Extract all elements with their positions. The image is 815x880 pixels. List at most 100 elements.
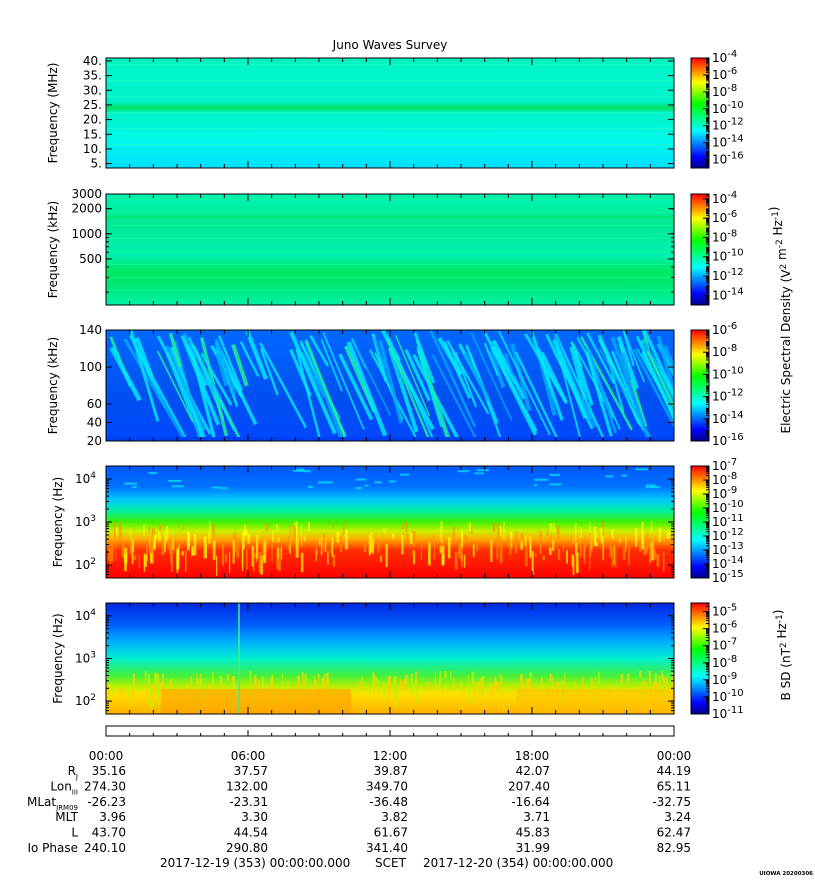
time-tick-label: 00:00 (657, 749, 692, 763)
spectrogram-image (106, 58, 674, 168)
y-axis-label: Frequency (Hz) (51, 613, 65, 704)
y-tick-label: 5. (91, 157, 102, 171)
y-tick-label: 10. (83, 142, 102, 156)
y-tick-label: 500 (79, 252, 102, 266)
ephemeris-value: 43.70 (92, 826, 126, 840)
ephemeris-value: 39.87 (374, 764, 408, 778)
colorbar-tick-label: 10-12 (712, 117, 744, 133)
ephemeris-value: 274.30 (84, 779, 126, 793)
credit-stamp: UIOWA 20200306 (759, 871, 813, 877)
colorbar-tick-label: 10-10 (712, 365, 744, 381)
time-tick-label: 06:00 (231, 749, 266, 763)
colorbar-label-electric: Electric Spectral Density (V2 m-2 Hz-1) (767, 206, 793, 433)
ephemeris-value: 3.30 (241, 810, 268, 824)
spectrogram-image (106, 603, 674, 714)
y-axis-label: Frequency (MHz) (46, 63, 60, 164)
y-tick-label: 104 (75, 608, 96, 623)
panel-3: 140 100 60 40 20 Frequency (kHz) 10-6 10-8 10-10… (46, 321, 744, 448)
ephemeris-value: 82.95 (657, 841, 691, 855)
chart-title: Juno Waves Survey (332, 38, 448, 52)
ephemeris-row-label: RJ (68, 764, 78, 781)
ephemeris-value: 341.40 (366, 841, 408, 855)
ephemeris-value: 61.67 (374, 826, 408, 840)
y-tick-label: 102 (75, 557, 96, 572)
colorbar-tick-label: 10-8 (712, 343, 737, 359)
ephemeris-value: 132.00 (226, 779, 268, 793)
colorbar-3: 10-6 10-8 10-10 10-12 10-14 10-16 (690, 321, 744, 448)
ephemeris-value: 31.99 (516, 841, 550, 855)
y-tick-label: 100 (79, 360, 102, 374)
y-tick-label: 40 (87, 416, 102, 430)
time-axis: 00:00 06:00 12:00 18:00 00:00 (89, 725, 692, 763)
time-tick-label: 00:00 (89, 749, 124, 763)
spectrogram-image (106, 330, 674, 441)
y-axis-label: Frequency (kHz) (46, 201, 60, 298)
ephemeris-row-label: MLT (55, 810, 78, 824)
y-tick-label: 103 (75, 651, 96, 666)
scet-label: SCET (375, 856, 407, 870)
colorbar-tick-label: 10-6 (712, 66, 737, 82)
ephemeris-value: 44.54 (234, 826, 268, 840)
y-tick-label: 2000 (71, 202, 102, 216)
ephemeris-value: -26.23 (87, 795, 126, 809)
scet-end: 2017-12-20 (354) 00:00:00.000 (423, 856, 613, 870)
y-tick-label: 20 (87, 434, 102, 448)
ephemeris-value: -16.64 (511, 795, 550, 809)
colorbar-tick-label: 10-16 (712, 432, 744, 448)
colorbar-label-magnetic: B SD (nT2 Hz-1) (771, 610, 793, 701)
colorbar-tick-label: 10-4 (712, 49, 737, 65)
ephemeris-row-label: LonIII (50, 779, 78, 796)
colorbar-tick-label: 10-12 (712, 388, 744, 404)
panel-1: 5.10.15.20.25.30.35.40. Frequency (MHz) 10… (46, 49, 744, 171)
time-tick-label: 18:00 (515, 749, 550, 763)
ephemeris-value: 3.71 (523, 810, 550, 824)
colorbar-tick-label: 10-14 (712, 286, 744, 302)
colorbar-tick-label: 10-10 (712, 248, 744, 264)
scet-start: 2017-12-19 (353) 00:00:00.000 (160, 856, 350, 870)
ephemeris-value: 240.10 (84, 841, 126, 855)
colorbar-tick-label: 10-6 (712, 321, 737, 337)
y-tick-label: 140 (79, 323, 102, 337)
colorbar-tick-label: 10-6 (712, 209, 737, 225)
ephemeris-value: -32.75 (652, 795, 691, 809)
colorbar-tick-label: 10-15 (712, 569, 744, 585)
y-tick-label: 35. (83, 69, 102, 83)
y-tick-label: 40. (83, 54, 102, 68)
ephemeris-row-label: Io Phase (27, 841, 78, 855)
colorbar-4: 10-710-810-910-1010-1110-1210-1310-1410-… (690, 457, 744, 585)
colorbar-tick-label: 10-7 (712, 637, 737, 653)
ephemeris-value: 44.19 (657, 764, 691, 778)
colorbar-tick-label: 10-5 (712, 603, 737, 619)
ephemeris-value: 3.96 (99, 810, 126, 824)
ephemeris-value: 42.07 (516, 764, 550, 778)
y-tick-label: 103 (75, 514, 96, 529)
colorbar-tick-label: 10-8 (712, 654, 737, 670)
y-tick-label: 30. (83, 83, 102, 97)
y-axis-label: Frequency (kHz) (46, 337, 60, 434)
ephemeris-value: 35.16 (92, 764, 126, 778)
spectrogram-panels: 5.10.15.20.25.30.35.40. Frequency (MHz) 10… (46, 49, 744, 721)
colorbar-tick-label: 10-11 (712, 705, 744, 721)
ephemeris-value: 45.83 (516, 826, 550, 840)
ephemeris-row-label: L (71, 826, 78, 840)
colorbar-tick-label: 10-4 (712, 190, 737, 206)
colorbar-tick-label: 10-10 (712, 688, 744, 704)
colorbar-tick-label: 10-14 (712, 410, 744, 426)
colorbar-tick-label: 10-8 (712, 228, 737, 244)
ephemeris-value: 65.11 (657, 779, 691, 793)
colorbar-tick-label: 10-10 (712, 100, 744, 116)
panel-4: 104 103 102 Frequency (Hz) 10-710-810-910-10… (51, 457, 744, 585)
ephemeris-value: 3.82 (381, 810, 408, 824)
ephemeris-value: -36.48 (369, 795, 408, 809)
colorbar-2: 10-4 10-6 10-8 10-10 10-12 10-14 (690, 190, 744, 306)
colorbar-tick-label: 10-6 (712, 620, 737, 636)
ephemeris-value: 207.40 (508, 779, 550, 793)
y-tick-label: 102 (75, 693, 96, 708)
y-tick-label: 15. (83, 127, 102, 141)
y-tick-label: 60 (87, 397, 102, 411)
